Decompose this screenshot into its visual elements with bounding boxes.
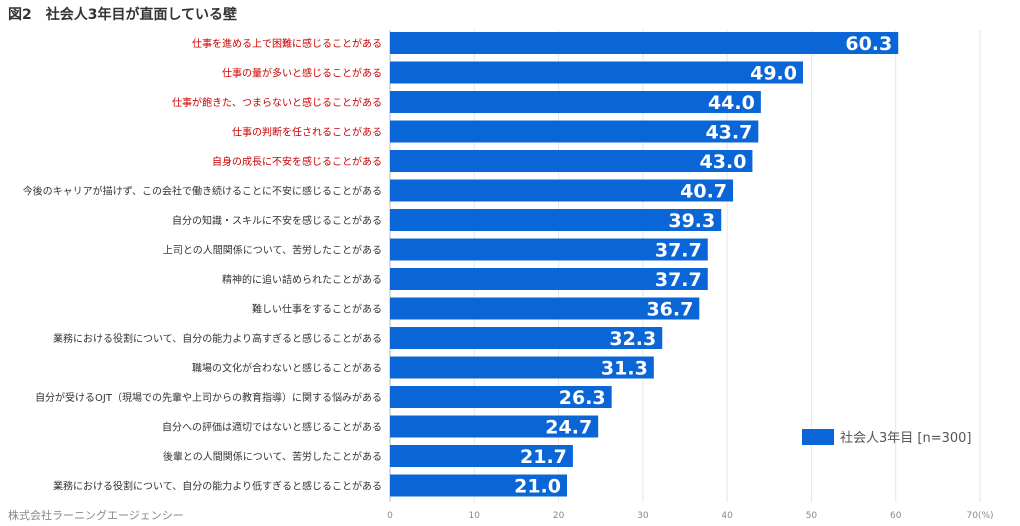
category-label: 上司との人間関係について、苦労したことがある [163, 244, 382, 257]
value-label: 37.7 [655, 240, 702, 262]
bar [390, 268, 708, 290]
bar [390, 179, 734, 202]
legend-label: 社会人3年目 [n=300] [840, 430, 972, 446]
x-tick-label: 10 [469, 511, 481, 521]
category-label: 精神的に追い詰められたことがある [222, 273, 382, 286]
value-label: 40.7 [680, 181, 727, 203]
value-label: 37.7 [655, 269, 702, 291]
value-label: 21.7 [520, 446, 567, 468]
bar [390, 415, 599, 438]
bar [390, 150, 753, 172]
value-label: 21.0 [514, 476, 561, 498]
category-label: 自分への評価は適切ではないと感じることがある [162, 421, 382, 434]
value-label: 26.3 [559, 387, 606, 409]
x-tick-label: 70(%) [966, 511, 993, 521]
value-label: 43.7 [705, 122, 752, 144]
x-tick-label: 0 [387, 511, 393, 521]
value-label: 24.7 [545, 417, 592, 439]
bar [390, 238, 708, 261]
value-label: 32.3 [609, 328, 656, 350]
bar [390, 297, 700, 320]
x-tick-label: 50 [806, 511, 818, 521]
category-label: 難しい仕事をすることがある [252, 303, 382, 316]
value-label: 36.7 [646, 299, 693, 321]
category-label: 仕事を進める上で困難に感じることがある [192, 37, 382, 50]
category-label: 今後のキャリアが描けず、この会社で働き続けることに不安に感じることがある [23, 185, 382, 198]
bar [390, 356, 654, 379]
category-label: 仕事が飽きた、つまらないと感じることがある [172, 96, 382, 109]
category-label: 自分が受けるOJT（現場での先輩や上司からの教育指導）に関する悩みがある [35, 391, 382, 404]
bar [390, 120, 759, 143]
bar [390, 32, 899, 54]
bar [390, 386, 612, 408]
category-label: 仕事の判断を任されることがある [232, 126, 382, 139]
value-label: 43.0 [700, 151, 747, 173]
value-label: 49.0 [750, 63, 797, 85]
value-label: 44.0 [708, 92, 755, 114]
chart-title: 図2 社会人3年目が直面している壁 [8, 7, 238, 23]
bar [390, 445, 573, 467]
category-label: 仕事の量が多いと感じることがある [222, 67, 382, 80]
value-label: 31.3 [601, 358, 648, 380]
company-credit: 株式会社ラーニングエージェンシー [8, 509, 184, 522]
bar [390, 91, 761, 113]
value-label: 39.3 [668, 210, 715, 232]
bar [390, 474, 567, 497]
x-tick-label: 40 [721, 511, 733, 521]
category-label: 職場の文化が合わないと感じることがある [192, 362, 382, 375]
category-label: 後輩との人間関係について、苦労したことがある [163, 450, 382, 463]
value-label: 60.3 [845, 33, 892, 55]
category-label: 自分の知識・スキルに不安を感じることがある [172, 214, 382, 227]
category-label: 業務における役割について、自分の能力より低すぎると感じることがある [53, 480, 382, 493]
category-label: 業務における役割について、自分の能力より高すぎると感じることがある [53, 332, 382, 345]
category-label: 自身の成長に不安を感じることがある [212, 155, 382, 168]
bar [390, 327, 663, 349]
x-tick-label: 30 [637, 511, 649, 521]
legend-swatch [802, 429, 834, 445]
x-tick-label: 20 [553, 511, 565, 521]
x-tick-label: 60 [890, 511, 902, 521]
bar [390, 61, 803, 84]
bar [390, 209, 722, 231]
